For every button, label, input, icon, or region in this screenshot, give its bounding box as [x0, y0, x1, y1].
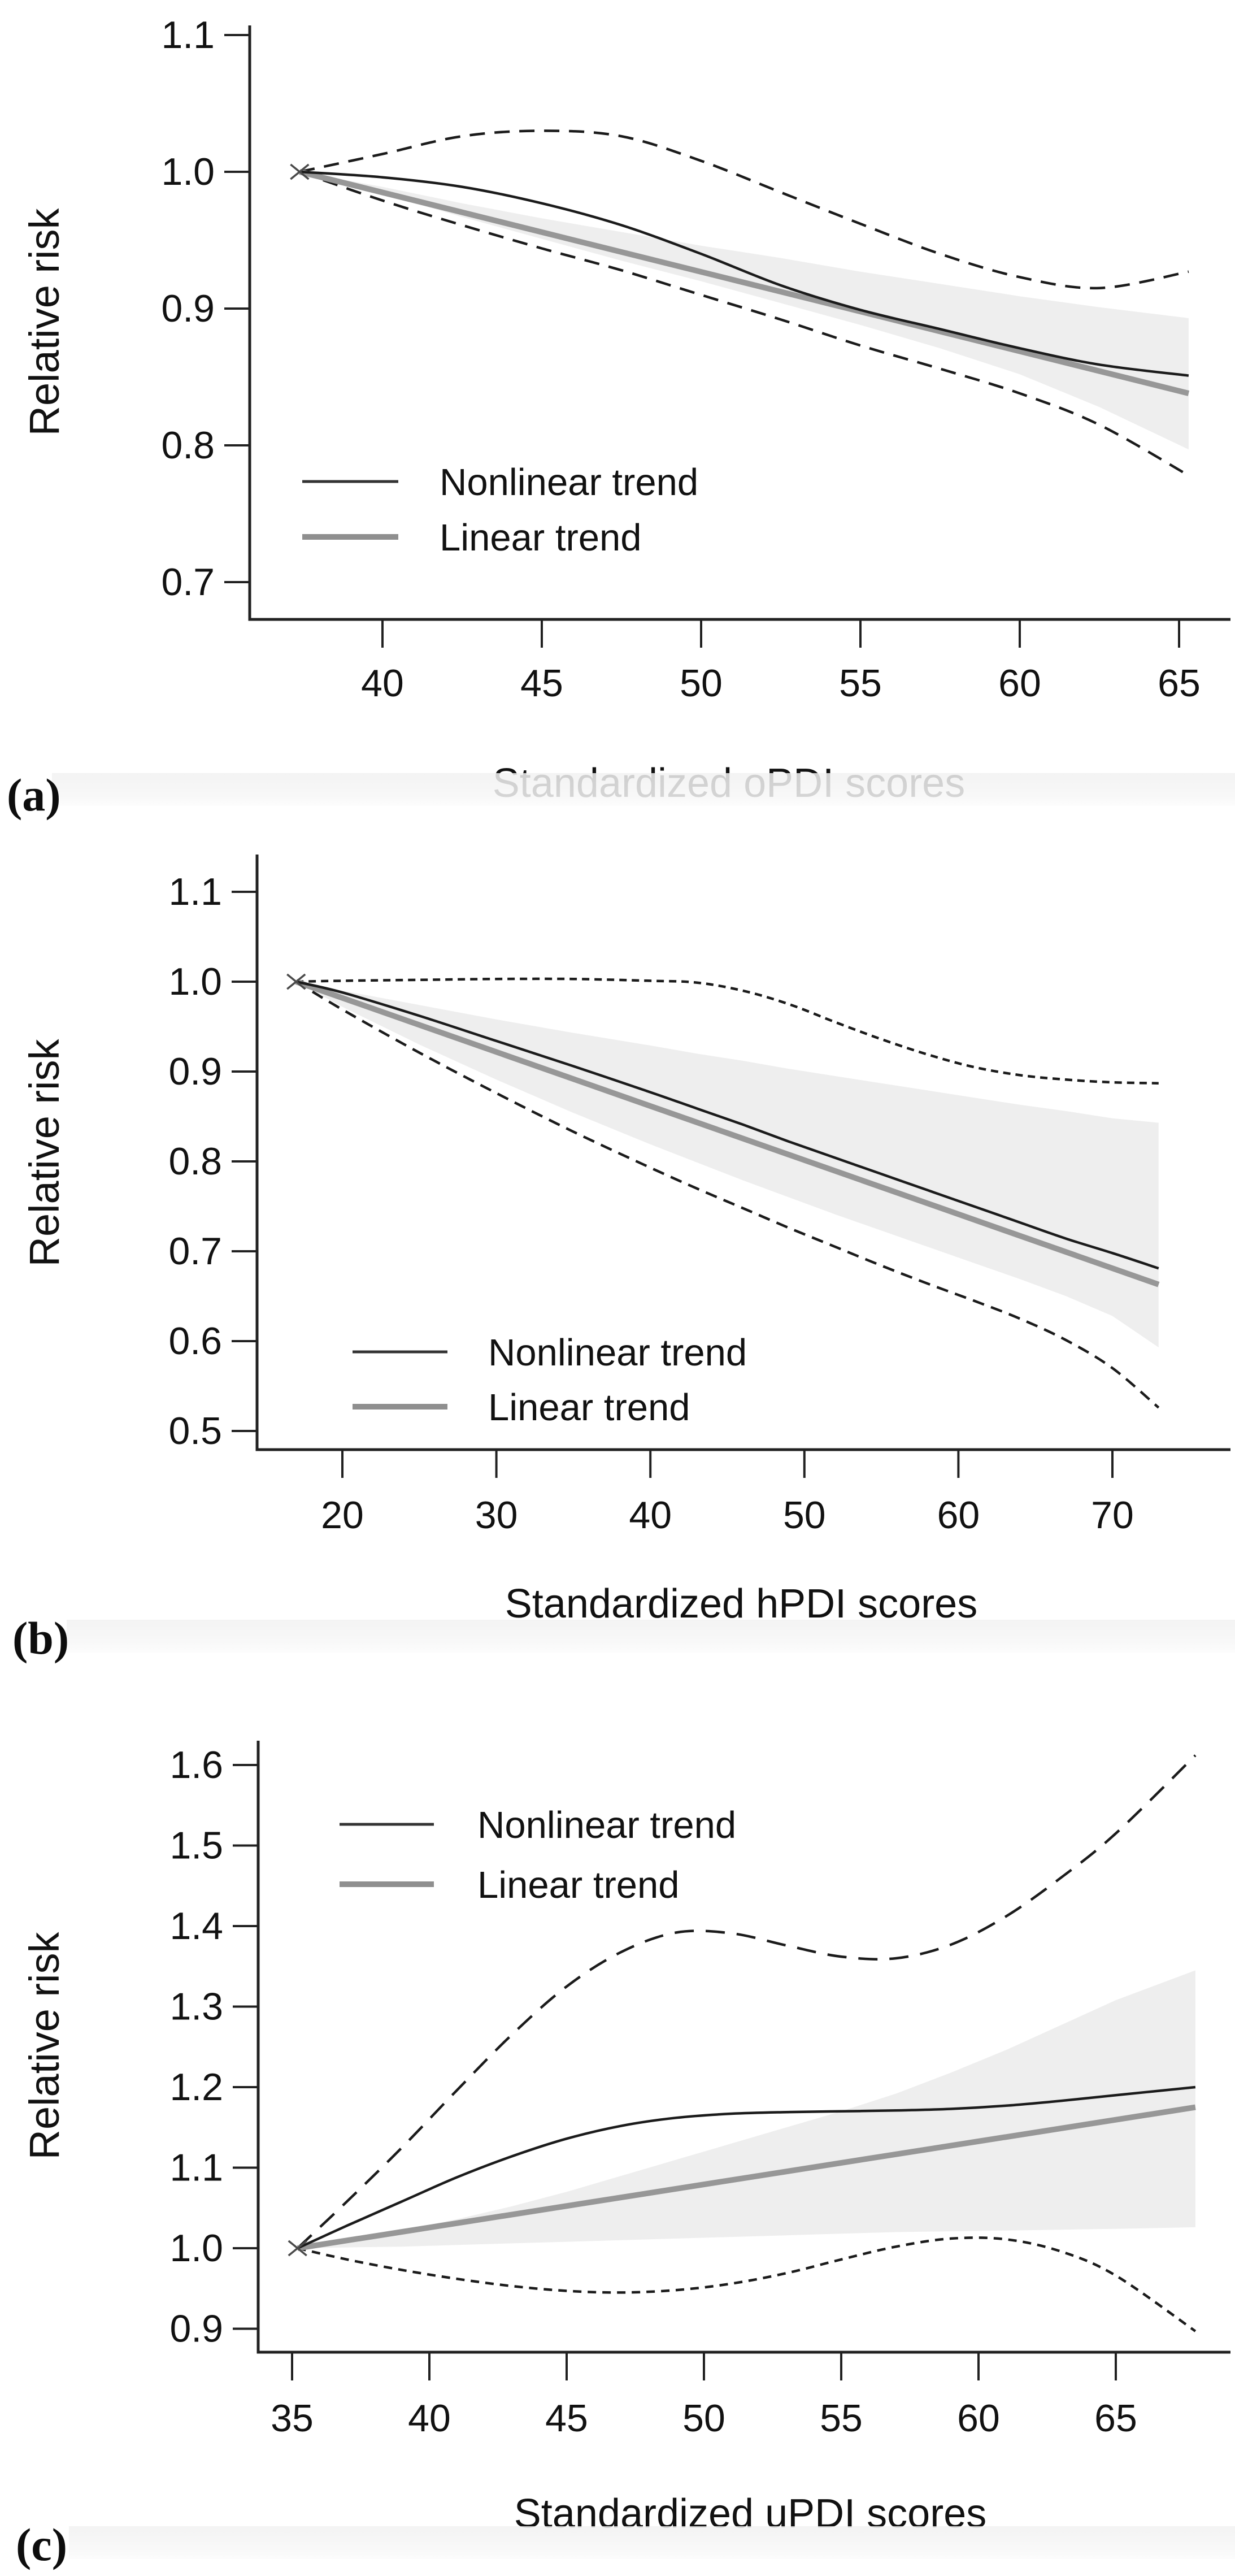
- y-tick-label: 0.7: [168, 1230, 222, 1273]
- y-axis-title: Relative risk: [21, 208, 68, 436]
- series-linear: [297, 2104, 1196, 2251]
- y-tick-label: 1.1: [168, 870, 222, 913]
- legend-label-linear: Linear trend: [488, 1386, 690, 1429]
- y-tick-label: 0.9: [161, 287, 215, 330]
- axes: [255, 855, 1230, 1451]
- panel-label-a: (a): [7, 769, 61, 821]
- y-tick-label: 1.1: [161, 14, 215, 57]
- x-tick-label: 40: [629, 1494, 672, 1537]
- curve-start-marker: [286, 973, 306, 990]
- x-tick-label: 40: [361, 662, 404, 705]
- x-tick-label: 45: [545, 2397, 588, 2440]
- y-axis-title: Relative risk: [21, 1039, 68, 1267]
- y-tick-label: 0.8: [168, 1140, 222, 1183]
- y-tick-label: 0.5: [168, 1410, 222, 1452]
- x-tick-label: 70: [1091, 1494, 1134, 1537]
- y-tick-label: 1.2: [169, 2066, 223, 2109]
- x-tick-label: 60: [998, 662, 1041, 705]
- x-tick-label: 50: [682, 2397, 725, 2440]
- curve-start-marker: [288, 2240, 307, 2257]
- y-tick-label: 1.0: [161, 150, 215, 193]
- confidence-band: [297, 1970, 1195, 2248]
- legend-label-linear: Linear trend: [477, 1864, 680, 1906]
- confidence-band: [299, 172, 1189, 450]
- y-tick-label: 1.5: [169, 1824, 223, 1867]
- axes: [248, 25, 1230, 621]
- y-tick-label: 1.6: [169, 1744, 223, 1786]
- x-tick-label: 40: [408, 2397, 451, 2440]
- legend-label-nonlinear: Nonlinear trend: [440, 461, 698, 504]
- legend: Nonlinear trend Linear trend: [340, 1804, 736, 1906]
- y-tick-label: 1.1: [169, 2146, 223, 2189]
- series-nonlinear: [299, 170, 1189, 377]
- series-nonlinear: [295, 980, 1159, 1270]
- x-tick-label: 55: [820, 2397, 863, 2440]
- x-tick-label: 20: [321, 1494, 364, 1537]
- panel-b-divider-strip: [67, 1620, 1235, 1653]
- x-tick-label: 30: [475, 1494, 518, 1537]
- series-ci_lower: [295, 981, 1160, 1409]
- y-tick-label: 0.6: [168, 1320, 222, 1363]
- y-tick-label: 1.3: [169, 1985, 223, 2028]
- series-ci_lower: [299, 170, 1190, 477]
- series-linear: [299, 169, 1190, 396]
- x-tick-label: 50: [680, 662, 723, 705]
- curve-start-marker: [290, 163, 310, 180]
- panel-a: 0.70.80.91.01.1404550556065Standardized …: [21, 14, 1230, 806]
- y-tick-label: 0.7: [161, 561, 215, 604]
- series-ci_upper: [297, 1754, 1197, 2249]
- y-tick-label: 0.9: [169, 2308, 223, 2351]
- x-tick-label: 65: [1158, 662, 1201, 705]
- y-axis-title: Relative risk: [21, 1932, 68, 2160]
- axes: [256, 1741, 1230, 2354]
- legend-label-nonlinear: Nonlinear trend: [488, 1332, 747, 1374]
- series-ci_lower: [297, 2236, 1197, 2332]
- legend-label-nonlinear: Nonlinear trend: [477, 1804, 736, 1846]
- x-axis-title: Standardized hPDI scores: [505, 1581, 977, 1627]
- series-ci_upper: [299, 129, 1189, 290]
- x-tick-label: 45: [520, 662, 563, 705]
- y-tick-label: 1.0: [168, 960, 222, 1003]
- x-tick-label: 65: [1094, 2397, 1137, 2440]
- y-tick-label: 0.9: [168, 1050, 222, 1093]
- panel-c-divider-strip: [69, 2526, 1235, 2559]
- series-nonlinear: [297, 2085, 1196, 2250]
- y-tick-label: 1.0: [169, 2227, 223, 2270]
- panel-a-divider-strip: [52, 773, 1235, 806]
- y-tick-label: 0.8: [161, 424, 215, 467]
- legend: Nonlinear trend Linear trend: [302, 461, 698, 559]
- legend: Nonlinear trend Linear trend: [353, 1332, 747, 1429]
- x-tick-label: 55: [839, 662, 882, 705]
- x-tick-label: 35: [271, 2397, 314, 2440]
- legend-label-linear: Linear trend: [440, 517, 642, 559]
- x-tick-label: 60: [957, 2397, 1000, 2440]
- series-ci_upper: [296, 977, 1159, 1085]
- panel-c: 0.91.01.11.21.31.41.51.635 40 45 50 55 60 65St…: [21, 1741, 1230, 2536]
- confidence-band: [296, 982, 1159, 1348]
- y-tick-label: 1.4: [169, 1905, 223, 1948]
- panel-label-c: (c): [16, 2519, 68, 2570]
- panel-label-b: (b): [12, 1612, 69, 1664]
- series-linear: [295, 979, 1160, 1287]
- panel-b: 0.5 0.6 0.7 0.8 0.9 1.0 1.1 20 30 40 50 60 70 Standar…: [21, 855, 1230, 1627]
- x-tick-label: 50: [783, 1494, 826, 1537]
- x-tick-label: 60: [937, 1494, 980, 1537]
